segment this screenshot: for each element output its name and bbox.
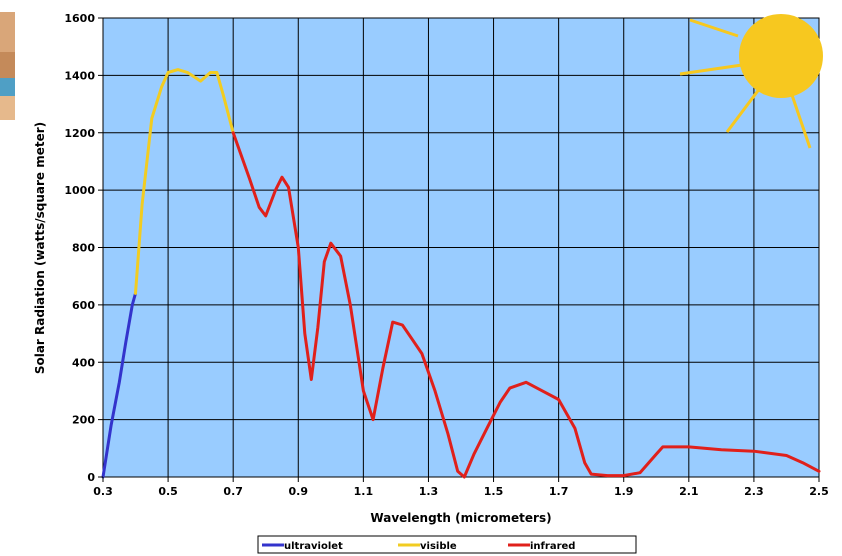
series-lines xyxy=(101,68,821,479)
series-line-infrared xyxy=(231,131,821,479)
x-axis-title: Wavelength (micrometers) xyxy=(370,511,551,525)
y-tick-label: 1600 xyxy=(64,12,95,25)
y-tick-labels: 0 200 400 600 800 1000 1200 1400 1600 xyxy=(64,12,103,484)
y-tick-label: 600 xyxy=(72,299,95,312)
legend-label-visible: visible xyxy=(420,541,457,552)
y-axis-title: Solar Radiation (watts/square meter) xyxy=(33,122,47,374)
x-tick-label: 0.9 xyxy=(289,485,309,498)
y-tick-label: 1000 xyxy=(64,184,95,197)
legend-label-ultraviolet: ultraviolet xyxy=(284,541,343,552)
series-line-visible xyxy=(134,68,235,295)
x-tick-label: 0.7 xyxy=(223,485,243,498)
y-tick-label: 1200 xyxy=(64,127,95,140)
legend: ultraviolet visible infrared xyxy=(257,535,637,554)
x-tick-label: 2.1 xyxy=(679,485,699,498)
y-tick-label: 200 xyxy=(72,414,95,427)
y-tick-label: 800 xyxy=(72,242,95,255)
x-tick-label: 1.7 xyxy=(549,485,569,498)
x-tick-label: 2.3 xyxy=(744,485,764,498)
y-tick-label: 1400 xyxy=(64,69,95,82)
x-tick-label: 1.9 xyxy=(614,485,634,498)
photo-thumbnail xyxy=(0,12,15,120)
y-tick-label: 0 xyxy=(87,471,95,484)
x-tick-label: 1.3 xyxy=(419,485,439,498)
x-tick-labels: 0.3 0.5 0.7 0.9 1.1 1.3 1.5 1.7 1.9 2.1 2.3 2.5 xyxy=(93,477,829,498)
series-line-ultraviolet xyxy=(101,291,137,479)
legend-label-infrared: infrared xyxy=(530,541,575,552)
sun-icon xyxy=(679,14,823,149)
x-tick-label: 2.5 xyxy=(809,485,829,498)
x-tick-label: 0.3 xyxy=(93,485,113,498)
x-tick-label: 1.5 xyxy=(484,485,504,498)
x-tick-label: 0.5 xyxy=(158,485,178,498)
y-tick-label: 400 xyxy=(72,356,95,369)
grid-lines xyxy=(103,18,819,477)
x-tick-label: 1.1 xyxy=(354,485,374,498)
